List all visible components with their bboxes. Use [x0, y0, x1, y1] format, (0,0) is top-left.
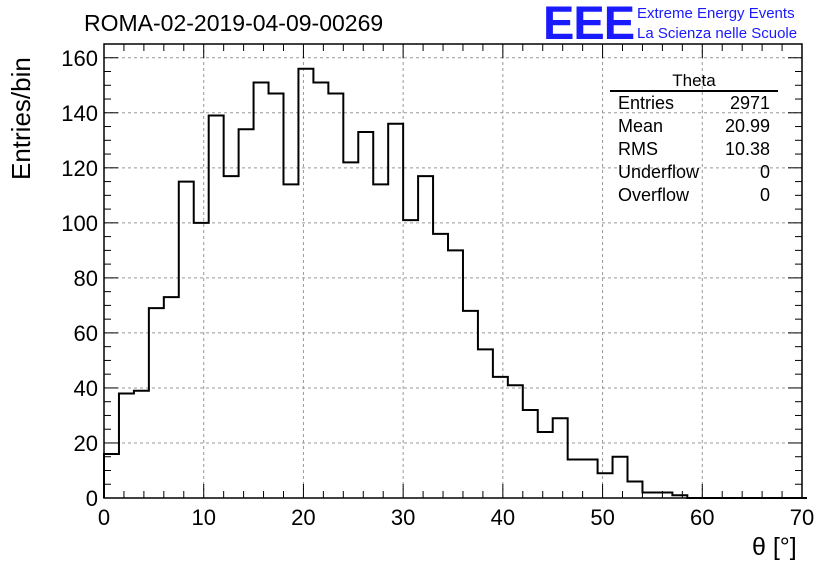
x-tick-label: 50	[590, 505, 614, 530]
x-tick-label: 40	[491, 505, 515, 530]
stats-value: 2971	[729, 93, 770, 113]
stats-row-mean: Mean 20.99	[610, 115, 778, 138]
x-tick-label: 20	[291, 505, 315, 530]
x-tick-label: 10	[191, 505, 215, 530]
y-tick-label: 0	[86, 486, 98, 511]
stats-value: 0	[759, 162, 770, 182]
stats-label: RMS	[618, 139, 658, 159]
stats-label: Mean	[618, 116, 664, 136]
stats-label: Overflow	[618, 185, 690, 205]
y-tick-label: 120	[61, 156, 98, 181]
y-tick-label: 100	[61, 211, 98, 236]
x-tick-label: 0	[98, 505, 110, 530]
x-axis-label: θ [°]	[752, 533, 797, 561]
stats-name: Theta	[610, 72, 778, 92]
stats-row-underflow: Underflow 0	[610, 161, 778, 184]
stats-value: 10.38	[724, 139, 770, 159]
stats-value: 20.99	[724, 116, 770, 136]
y-tick-label: 20	[74, 431, 98, 456]
y-tick-label: 40	[74, 376, 98, 401]
histogram-series	[103, 67, 807, 499]
x-tick-label: 70	[790, 505, 814, 530]
logo-line-2: La Scienza nelle Scuole	[637, 25, 798, 42]
stats-value: 0	[759, 185, 770, 205]
stats-label: Underflow	[618, 162, 700, 182]
logo-caption: Extreme Energy Events La Scienza nelle S…	[637, 4, 797, 44]
x-tick-label: 60	[690, 505, 714, 530]
stats-box: Theta Entries 2971 Mean 20.99 RMS 10.38 …	[610, 72, 778, 207]
stats-label: Entries	[618, 93, 675, 113]
y-tick-label: 140	[61, 101, 98, 126]
stats-row-entries: Entries 2971	[610, 92, 778, 115]
y-axis-label: Entries/bin	[6, 57, 36, 180]
eee-logo: EEE	[543, 0, 635, 49]
chart-title: ROMA-02-2019-04-09-00269	[84, 10, 384, 36]
stats-row-overflow: Overflow 0	[610, 184, 778, 207]
stats-row-rms: RMS 10.38	[610, 138, 778, 161]
y-tick-label: 60	[74, 321, 98, 346]
plot-frame	[103, 43, 803, 499]
logo-line-1: Extreme Energy Events	[637, 5, 795, 22]
y-tick-label: 160	[61, 46, 98, 71]
y-tick-label: 80	[74, 266, 98, 291]
x-tick-label: 30	[391, 505, 415, 530]
